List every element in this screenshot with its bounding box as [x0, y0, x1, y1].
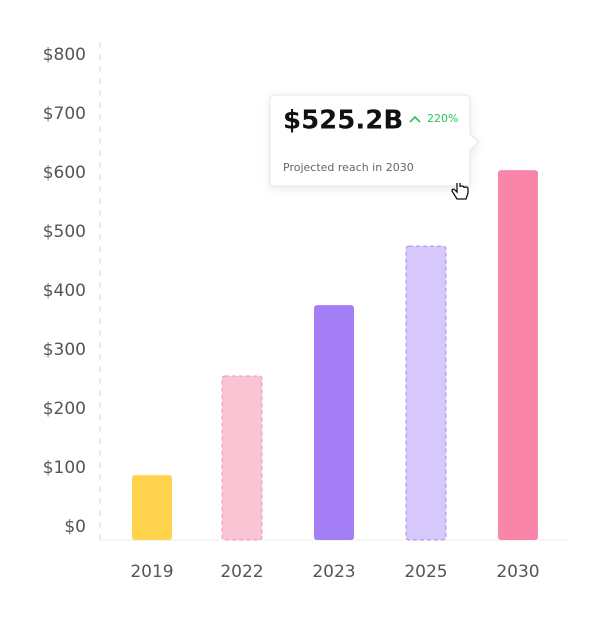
tooltip-headline: $525.2B	[283, 106, 403, 136]
y-tick-label: $300	[43, 340, 86, 360]
bar	[132, 475, 172, 540]
tooltip: $525.2B 220% Projected reach in 2030	[269, 94, 480, 187]
tooltip-box	[269, 94, 480, 187]
y-tick-label: $600	[43, 163, 86, 183]
y-tick-label: $200	[43, 399, 86, 419]
x-tick-label: 2023	[312, 562, 355, 582]
cursor-icon	[451, 183, 469, 200]
y-tick-label: $500	[43, 222, 86, 242]
x-tick-label: 2025	[404, 562, 447, 582]
tooltip-change: 220%	[427, 112, 458, 125]
y-tick-label: $100	[43, 458, 86, 478]
y-tick-label: $0	[64, 517, 86, 537]
x-tick-label: 2019	[130, 562, 173, 582]
x-tick-label: 2022	[220, 562, 263, 582]
tooltip-caption: Projected reach in 2030	[283, 161, 414, 174]
y-tick-label: $800	[43, 45, 86, 65]
x-tick-label: 2030	[496, 562, 539, 582]
up-arrow	[409, 115, 421, 123]
y-tick-label: $400	[43, 281, 86, 301]
bar	[405, 245, 447, 541]
bar	[498, 170, 538, 540]
y-tick-label: $700	[43, 104, 86, 124]
bar	[314, 305, 354, 540]
bar	[221, 375, 263, 541]
